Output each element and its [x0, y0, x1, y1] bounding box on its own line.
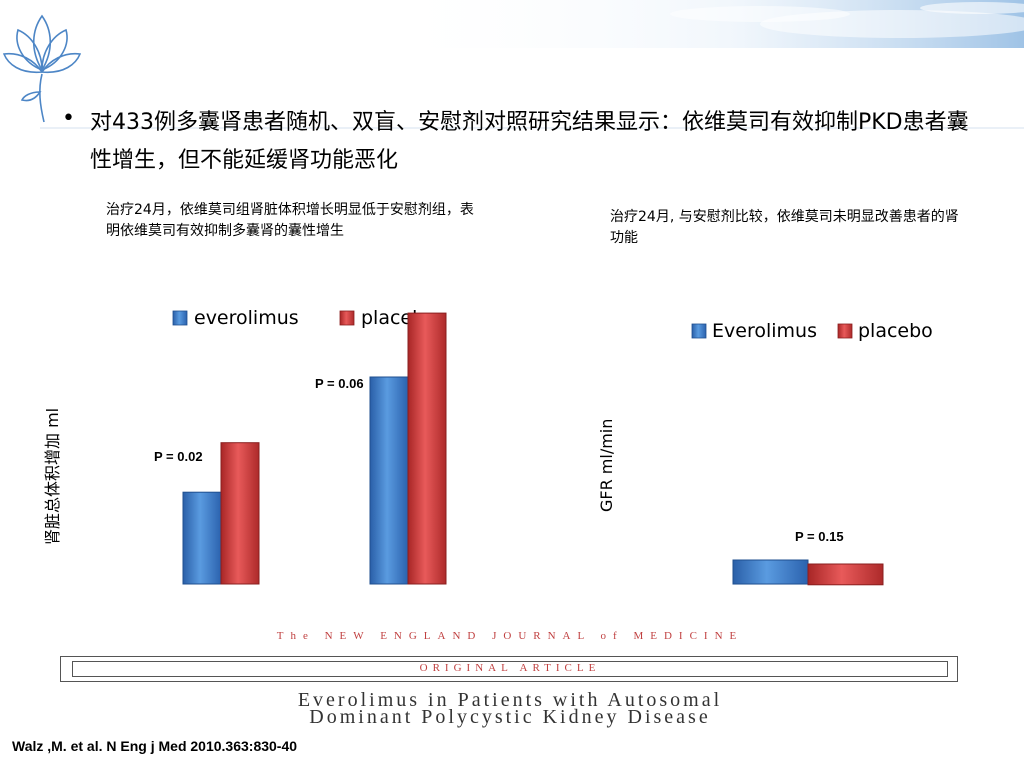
- legend-label-everolimus: everolimus: [194, 307, 299, 329]
- chart2-bar-Everolimus: [732, 559, 809, 585]
- bullet-point: •: [62, 106, 75, 131]
- lotus-logo-icon: [2, 14, 82, 123]
- slide-headline: 对433例多囊肾患者随机、双盲、安慰剂对照研究结果显示：依维莫司有效抑制PKD患…: [90, 110, 969, 173]
- note-gfr: 治疗24月, 与安慰剂比较，依维莫司未明显改善患者的肾功能: [610, 209, 959, 246]
- chart1-bar-placebo-1: [220, 442, 260, 585]
- paper-title-line-1: Everolimus in Patients with Autosomal: [297, 689, 723, 711]
- legend-label-everolimus-2: Everolimus: [712, 320, 817, 342]
- legend-swatch-everolimus-2: [691, 323, 707, 339]
- legend-label-placebo-2: placebo: [858, 320, 933, 342]
- paper-title-line-2: Dominant Polycystic Kidney Disease: [309, 706, 711, 728]
- chart2-bar-placebo: [807, 563, 884, 586]
- paper-title: Everolimus in Patients with Autosomal Do…: [90, 689, 930, 728]
- chart1-legend: everolimus placebo: [172, 307, 436, 329]
- note-kidney-volume: 治疗24月，依维莫司组肾脏体积增长明显低于安慰剂组，表明依维莫司有效抑制多囊肾的…: [106, 202, 474, 239]
- article-banner-inner: [72, 661, 948, 677]
- chart2-bars: [732, 559, 884, 586]
- gfr-chart: Everolimus placebo GFR ml/min P = 0.15: [597, 320, 933, 586]
- cloud-3: [920, 2, 1024, 14]
- chart2-legend: Everolimus placebo: [691, 320, 933, 342]
- chart1-pvalue-1: P = 0.02: [154, 449, 203, 464]
- cloud-2: [670, 6, 850, 22]
- article-type-label: ORIGINAL ARTICLE: [419, 662, 601, 674]
- chart1-y-axis-label: 肾脏总体积增加 ml: [43, 408, 62, 545]
- kidney-volume-chart: everolimus placebo 肾脏总体积增加 ml P = 0.02 P…: [43, 307, 447, 585]
- chart1-bar-everolimus-1: [182, 491, 222, 585]
- legend-swatch-placebo: [339, 310, 355, 326]
- nejm-masthead: The NEW ENGLAND JOURNAL of MEDICINE: [276, 630, 744, 642]
- legend-swatch-placebo-2: [837, 323, 853, 339]
- chart1-bar-placebo-2: [407, 312, 447, 585]
- chart1-bars: [182, 312, 447, 585]
- legend-swatch-everolimus: [172, 310, 188, 326]
- chart1-bar-everolimus-2: [369, 376, 409, 585]
- chart1-pvalue-2: P = 0.06: [315, 376, 364, 391]
- chart2-pvalue: P = 0.15: [795, 529, 844, 544]
- citation: Walz ,M. et al. N Eng j Med 2010.363:830…: [12, 738, 298, 754]
- article-banner-frame: [60, 656, 958, 682]
- chart2-y-axis-label: GFR ml/min: [597, 419, 616, 512]
